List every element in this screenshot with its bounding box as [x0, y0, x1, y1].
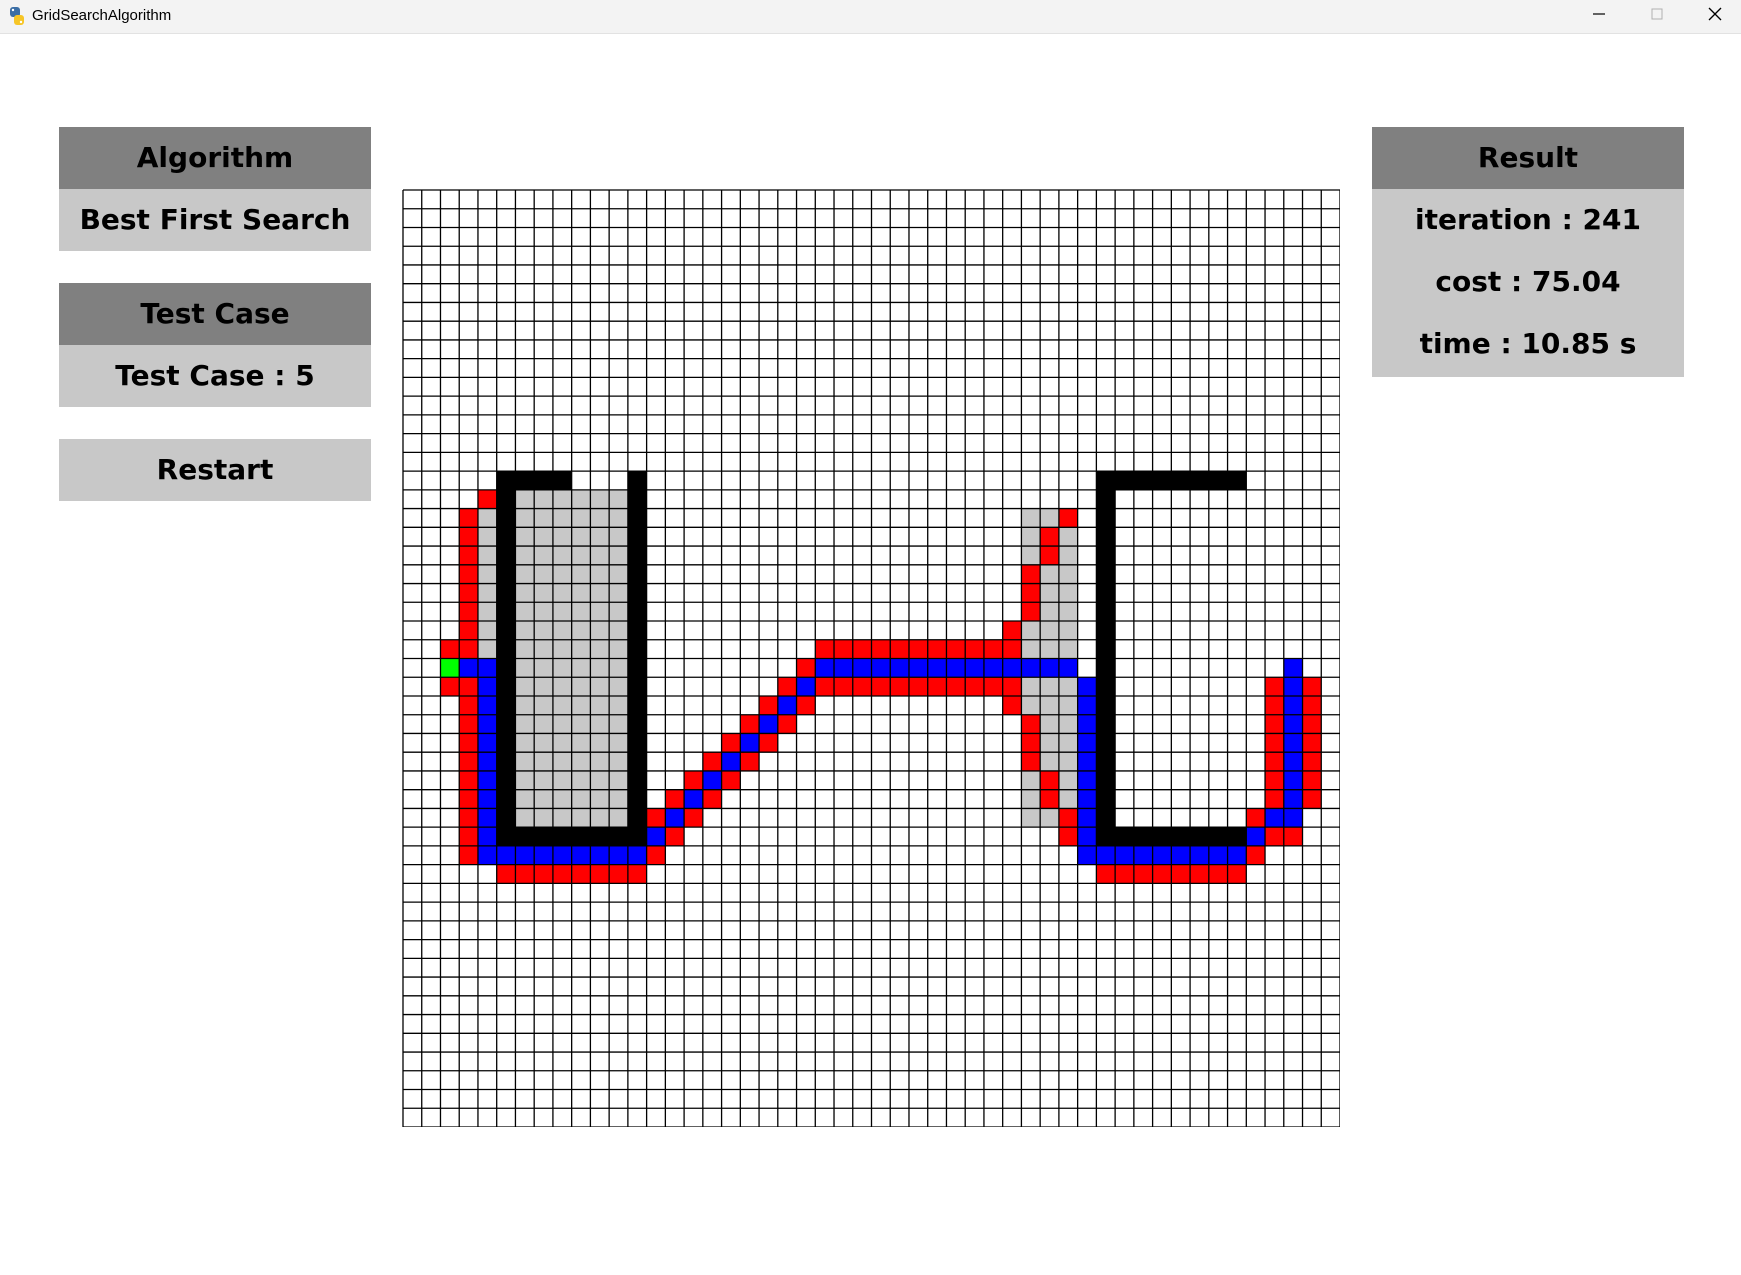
path-cell [646, 827, 666, 846]
search-grid[interactable] [402, 189, 1340, 1127]
path-cell [1246, 827, 1266, 846]
path-cell [702, 770, 722, 790]
python-logo-icon [10, 7, 24, 25]
frontier-cell [459, 508, 478, 678]
frontier-cell [759, 695, 778, 715]
path-cell [684, 789, 703, 809]
frontier-cell [1002, 621, 1022, 640]
minimize-button[interactable] [1570, 0, 1628, 33]
maximize-icon [1651, 8, 1663, 20]
frontier-cell [815, 677, 835, 696]
frontier-cell [721, 770, 741, 790]
frontier-cell [815, 677, 1022, 696]
path-cell [665, 808, 685, 828]
title-bar: GridSearchAlgorithm [0, 0, 1741, 34]
iteration-stat: iteration : 241 [1415, 203, 1641, 236]
path-cell [759, 714, 778, 734]
restart-button[interactable]: Restart [59, 439, 371, 501]
close-button[interactable] [1686, 0, 1741, 33]
path-cell [477, 845, 497, 865]
frontier-cell [1246, 808, 1266, 828]
cost-stat: cost : 75.04 [1435, 265, 1621, 298]
frontier-cell [1265, 827, 1284, 846]
path-cell [1265, 808, 1284, 828]
frontier-cell [721, 733, 741, 753]
algorithm-panel: Algorithm Best First Search [59, 127, 371, 251]
frontier-cell [777, 677, 797, 696]
frontier-cell [477, 489, 497, 509]
window-title: GridSearchAlgorithm [32, 7, 172, 24]
frontier-cell [684, 770, 703, 790]
frontier-cell [1283, 827, 1303, 846]
path-cell [1077, 845, 1097, 865]
time-stat: time : 10.85 s [1419, 327, 1637, 360]
frontier-cell [759, 733, 778, 753]
start-cell [440, 658, 460, 678]
path-cell [721, 752, 741, 771]
frontier-cell [1021, 564, 1041, 622]
test-case-panel: Test Case Test Case : 5 [59, 283, 371, 407]
maximize-button[interactable] [1628, 0, 1686, 33]
frontier-cell [1021, 714, 1041, 771]
frontier-cell [777, 714, 797, 734]
frontier-cell [740, 752, 760, 771]
frontier-cell [1246, 845, 1266, 865]
close-icon [1708, 7, 1722, 21]
frontier-cell [796, 658, 816, 678]
frontier-cell [646, 808, 666, 828]
path-cell [796, 677, 816, 696]
result-body: iteration : 241 cost : 75.04 time : 10.8… [1372, 189, 1684, 377]
algorithm-selector[interactable]: Best First Search [59, 189, 371, 251]
path-cell [1077, 677, 1097, 846]
minimize-icon [1593, 13, 1605, 15]
frontier-cell [740, 714, 760, 734]
frontier-cell [1302, 677, 1322, 809]
test-case-header: Test Case [59, 283, 371, 345]
algorithm-header: Algorithm [59, 127, 371, 189]
frontier-cell [815, 639, 1022, 659]
frontier-cell [665, 827, 685, 846]
path-cell [777, 695, 797, 715]
frontier-cell [665, 789, 685, 809]
frontier-cell [702, 789, 722, 809]
result-panel: Result iteration : 241 cost : 75.04 time… [1372, 127, 1684, 377]
frontier-cell [684, 808, 703, 828]
result-header: Result [1372, 127, 1684, 189]
path-cell [1283, 658, 1303, 828]
frontier-cell [1002, 695, 1022, 715]
test-case-selector[interactable]: Test Case : 5 [59, 345, 371, 407]
path-cell [740, 733, 760, 753]
frontier-cell [646, 845, 666, 865]
frontier-cell [796, 695, 816, 715]
frontier-cell [1058, 508, 1078, 528]
path-cell [459, 658, 478, 678]
frontier-cell [702, 752, 722, 771]
